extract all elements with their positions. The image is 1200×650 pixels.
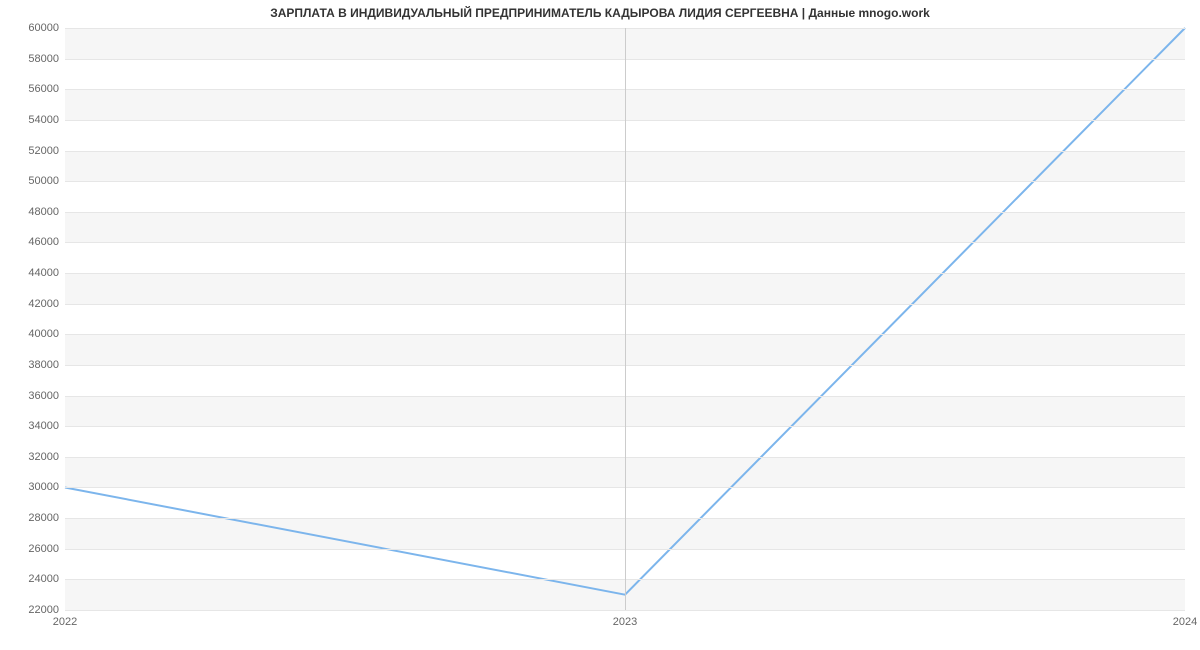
y-tick-label: 24000 [28, 573, 65, 585]
y-tick-label: 52000 [28, 145, 65, 157]
y-tick-label: 30000 [28, 481, 65, 493]
y-tick-label: 38000 [28, 359, 65, 371]
y-tick-label: 48000 [28, 206, 65, 218]
y-tick-label: 32000 [28, 451, 65, 463]
y-tick-label: 50000 [28, 175, 65, 187]
y-tick-label: 58000 [28, 53, 65, 65]
x-gridline [625, 28, 626, 610]
chart-container: ЗАРПЛАТА В ИНДИВИДУАЛЬНЫЙ ПРЕДПРИНИМАТЕЛ… [0, 0, 1200, 650]
y-tick-label: 36000 [28, 390, 65, 402]
y-tick-label: 44000 [28, 267, 65, 279]
y-tick-label: 46000 [28, 236, 65, 248]
y-tick-label: 56000 [28, 83, 65, 95]
y-tick-label: 42000 [28, 298, 65, 310]
y-tick-label: 34000 [28, 420, 65, 432]
y-tick-label: 54000 [28, 114, 65, 126]
y-tick-label: 26000 [28, 543, 65, 555]
x-tick-label: 2022 [53, 610, 77, 628]
y-tick-label: 60000 [28, 22, 65, 34]
chart-title: ЗАРПЛАТА В ИНДИВИДУАЛЬНЫЙ ПРЕДПРИНИМАТЕЛ… [0, 6, 1200, 20]
x-tick-label: 2023 [613, 610, 637, 628]
y-tick-label: 28000 [28, 512, 65, 524]
x-tick-label: 2024 [1173, 610, 1197, 628]
plot-area: 2200024000260002800030000320003400036000… [65, 28, 1185, 610]
y-tick-label: 40000 [28, 328, 65, 340]
